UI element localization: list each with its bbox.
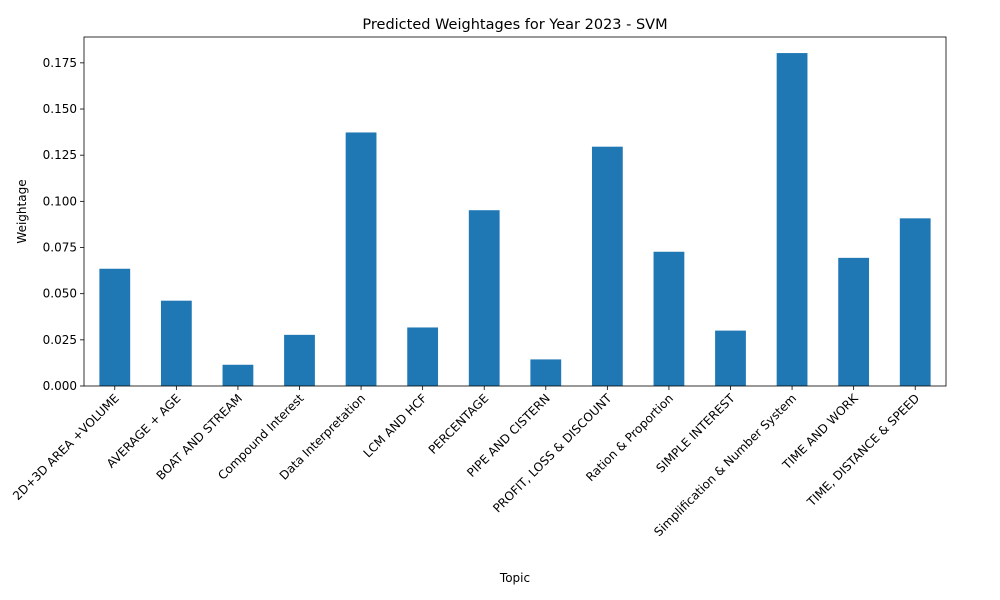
bar-9 <box>653 251 685 386</box>
y-tick-label: 0.025 <box>43 333 77 347</box>
bar-6 <box>468 210 500 386</box>
plot-frame <box>83 36 947 387</box>
bar-13 <box>899 218 931 386</box>
bar-0 <box>99 268 131 386</box>
y-tick-label: 0.050 <box>43 287 77 301</box>
bars-group <box>99 53 931 387</box>
y-tick-label: 0.150 <box>43 102 77 116</box>
y-axis-label: Weightage <box>15 179 29 243</box>
bar-10 <box>715 330 746 386</box>
bar-3 <box>284 334 315 386</box>
x-axis-label: Topic <box>499 571 530 585</box>
x-tick-label: 2D+3D AREA +VOLUME <box>10 391 122 503</box>
bar-7 <box>530 359 562 386</box>
y-tick-label: 0.000 <box>43 379 77 393</box>
bar-4 <box>345 132 377 386</box>
y-tick-label: 0.100 <box>43 194 77 208</box>
bar-11 <box>776 53 808 387</box>
y-ticks-group: 0.000 0.025 0.050 0.075 0.100 0.125 0.150 0.175 <box>43 56 84 393</box>
x-tick-label: PERCENTAGE <box>426 391 492 457</box>
bar-5 <box>407 327 439 386</box>
bar-1 <box>160 300 192 386</box>
x-tick-label: LCM AND HCF <box>361 391 430 460</box>
y-tick-label: 0.175 <box>43 56 77 70</box>
bar-2 <box>222 364 254 386</box>
chart-title: Predicted Weightages for Year 2023 - SVM <box>362 17 667 33</box>
x-tick-label: PROFIT, LOSS & DISCOUNT <box>490 391 615 516</box>
y-tick-label: 0.125 <box>43 148 77 162</box>
bar-12 <box>838 257 870 386</box>
y-tick-label: 0.075 <box>43 241 77 255</box>
bar-8 <box>591 146 623 386</box>
x-tick-label: TIME, DISTANCE & SPEED <box>804 391 923 510</box>
